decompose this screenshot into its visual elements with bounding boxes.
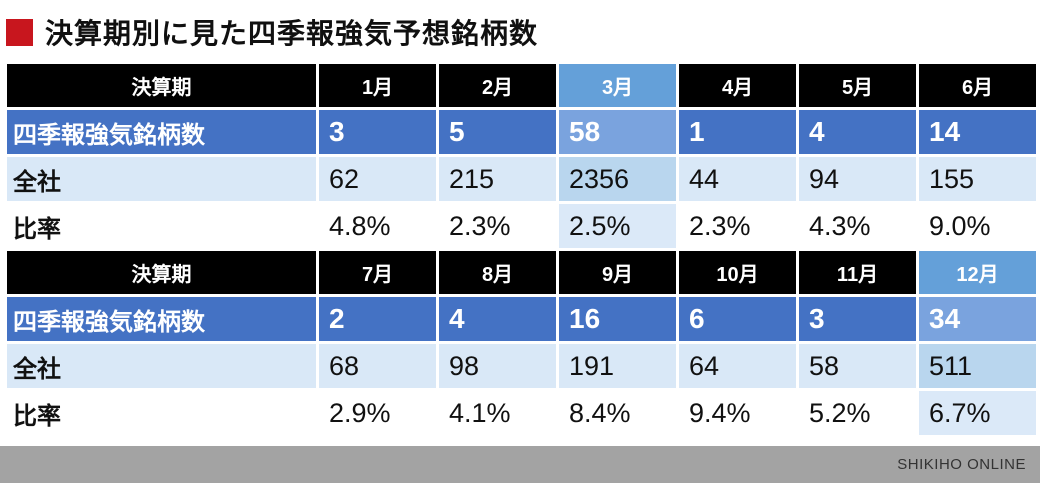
value-cell-highlight: 511: [916, 341, 1039, 391]
table-header-row: 決算期 1月 2月 3月 4月 5月 6月: [4, 61, 1039, 110]
table-row-total-companies: 全社 68 98 191 64 58 511: [4, 341, 1039, 391]
value-cell: 62: [316, 154, 439, 204]
row-label: 比率: [4, 201, 319, 251]
value-cell: 4: [796, 107, 919, 157]
value-cell: 3: [796, 294, 919, 344]
month-header-cell: 6月: [916, 61, 1039, 110]
value-cell: 9.4%: [676, 388, 799, 438]
footer-brand: SHIKIHO ONLINE: [897, 456, 1026, 473]
month-header-cell: 1月: [316, 61, 439, 110]
value-cell: 4.1%: [436, 388, 559, 438]
month-header-cell: 8月: [436, 248, 559, 297]
table-row-ratio: 比率 2.9% 4.1% 8.4% 9.4% 5.2% 6.7%: [4, 388, 1039, 438]
value-cell: 94: [796, 154, 919, 204]
value-cell-highlight: 2356: [556, 154, 679, 204]
table-row-ratio: 比率 4.8% 2.3% 2.5% 2.3% 4.3% 9.0%: [4, 201, 1039, 251]
header-fiscal-period: 決算期: [4, 61, 319, 110]
value-cell-highlight: 34: [916, 294, 1039, 344]
value-cell: 4.8%: [316, 201, 439, 251]
month-header-cell: 9月: [556, 248, 679, 297]
value-cell: 4.3%: [796, 201, 919, 251]
value-cell: 16: [556, 294, 679, 344]
month-header-cell: 2月: [436, 61, 559, 110]
month-header-cell: 11月: [796, 248, 919, 297]
data-table: 決算期 1月 2月 3月 4月 5月 6月 四季報強気銘柄数 3 5 58 1 …: [4, 61, 1039, 438]
value-cell: 6: [676, 294, 799, 344]
value-cell: 98: [436, 341, 559, 391]
value-cell: 215: [436, 154, 559, 204]
month-header-cell-highlight: 12月: [916, 248, 1039, 297]
value-cell: 5.2%: [796, 388, 919, 438]
month-header-cell: 10月: [676, 248, 799, 297]
value-cell: 14: [916, 107, 1039, 157]
value-cell: 68: [316, 341, 439, 391]
footer-bar: SHIKIHO ONLINE: [0, 446, 1040, 483]
value-cell: 2.9%: [316, 388, 439, 438]
month-header-cell: 7月: [316, 248, 439, 297]
value-cell: 8.4%: [556, 388, 679, 438]
table-row-total-companies: 全社 62 215 2356 44 94 155: [4, 154, 1039, 204]
value-cell: 3: [316, 107, 439, 157]
value-cell: 44: [676, 154, 799, 204]
header-fiscal-period: 決算期: [4, 248, 319, 297]
red-square-bullet-icon: [6, 18, 33, 46]
value-cell: 191: [556, 341, 679, 391]
month-header-cell-highlight: 3月: [556, 61, 679, 110]
row-label: 全社: [4, 341, 319, 391]
value-cell: 2.3%: [436, 201, 559, 251]
value-cell-highlight: 2.5%: [556, 201, 679, 251]
value-cell: 2: [316, 294, 439, 344]
table-row-strong-counts: 四季報強気銘柄数 3 5 58 1 4 14: [4, 107, 1039, 157]
value-cell: 1: [676, 107, 799, 157]
value-cell: 155: [916, 154, 1039, 204]
row-label: 全社: [4, 154, 319, 204]
value-cell: 64: [676, 341, 799, 391]
page-title-row: 決算期別に見た四季報強気予想銘柄数: [0, 0, 1040, 61]
value-cell: 4: [436, 294, 559, 344]
month-header-cell: 5月: [796, 61, 919, 110]
value-cell: 2.3%: [676, 201, 799, 251]
table-row-strong-counts: 四季報強気銘柄数 2 4 16 6 3 34: [4, 294, 1039, 344]
table-header-row: 決算期 7月 8月 9月 10月 11月 12月: [4, 248, 1039, 297]
month-header-cell: 4月: [676, 61, 799, 110]
value-cell-highlight: 58: [556, 107, 679, 157]
row-label: 比率: [4, 388, 319, 438]
value-cell-highlight: 6.7%: [916, 388, 1039, 438]
page-title: 決算期別に見た四季報強気予想銘柄数: [45, 18, 539, 49]
row-label: 四季報強気銘柄数: [4, 294, 319, 344]
value-cell: 9.0%: [916, 201, 1039, 251]
value-cell: 5: [436, 107, 559, 157]
row-label: 四季報強気銘柄数: [4, 107, 319, 157]
value-cell: 58: [796, 341, 919, 391]
